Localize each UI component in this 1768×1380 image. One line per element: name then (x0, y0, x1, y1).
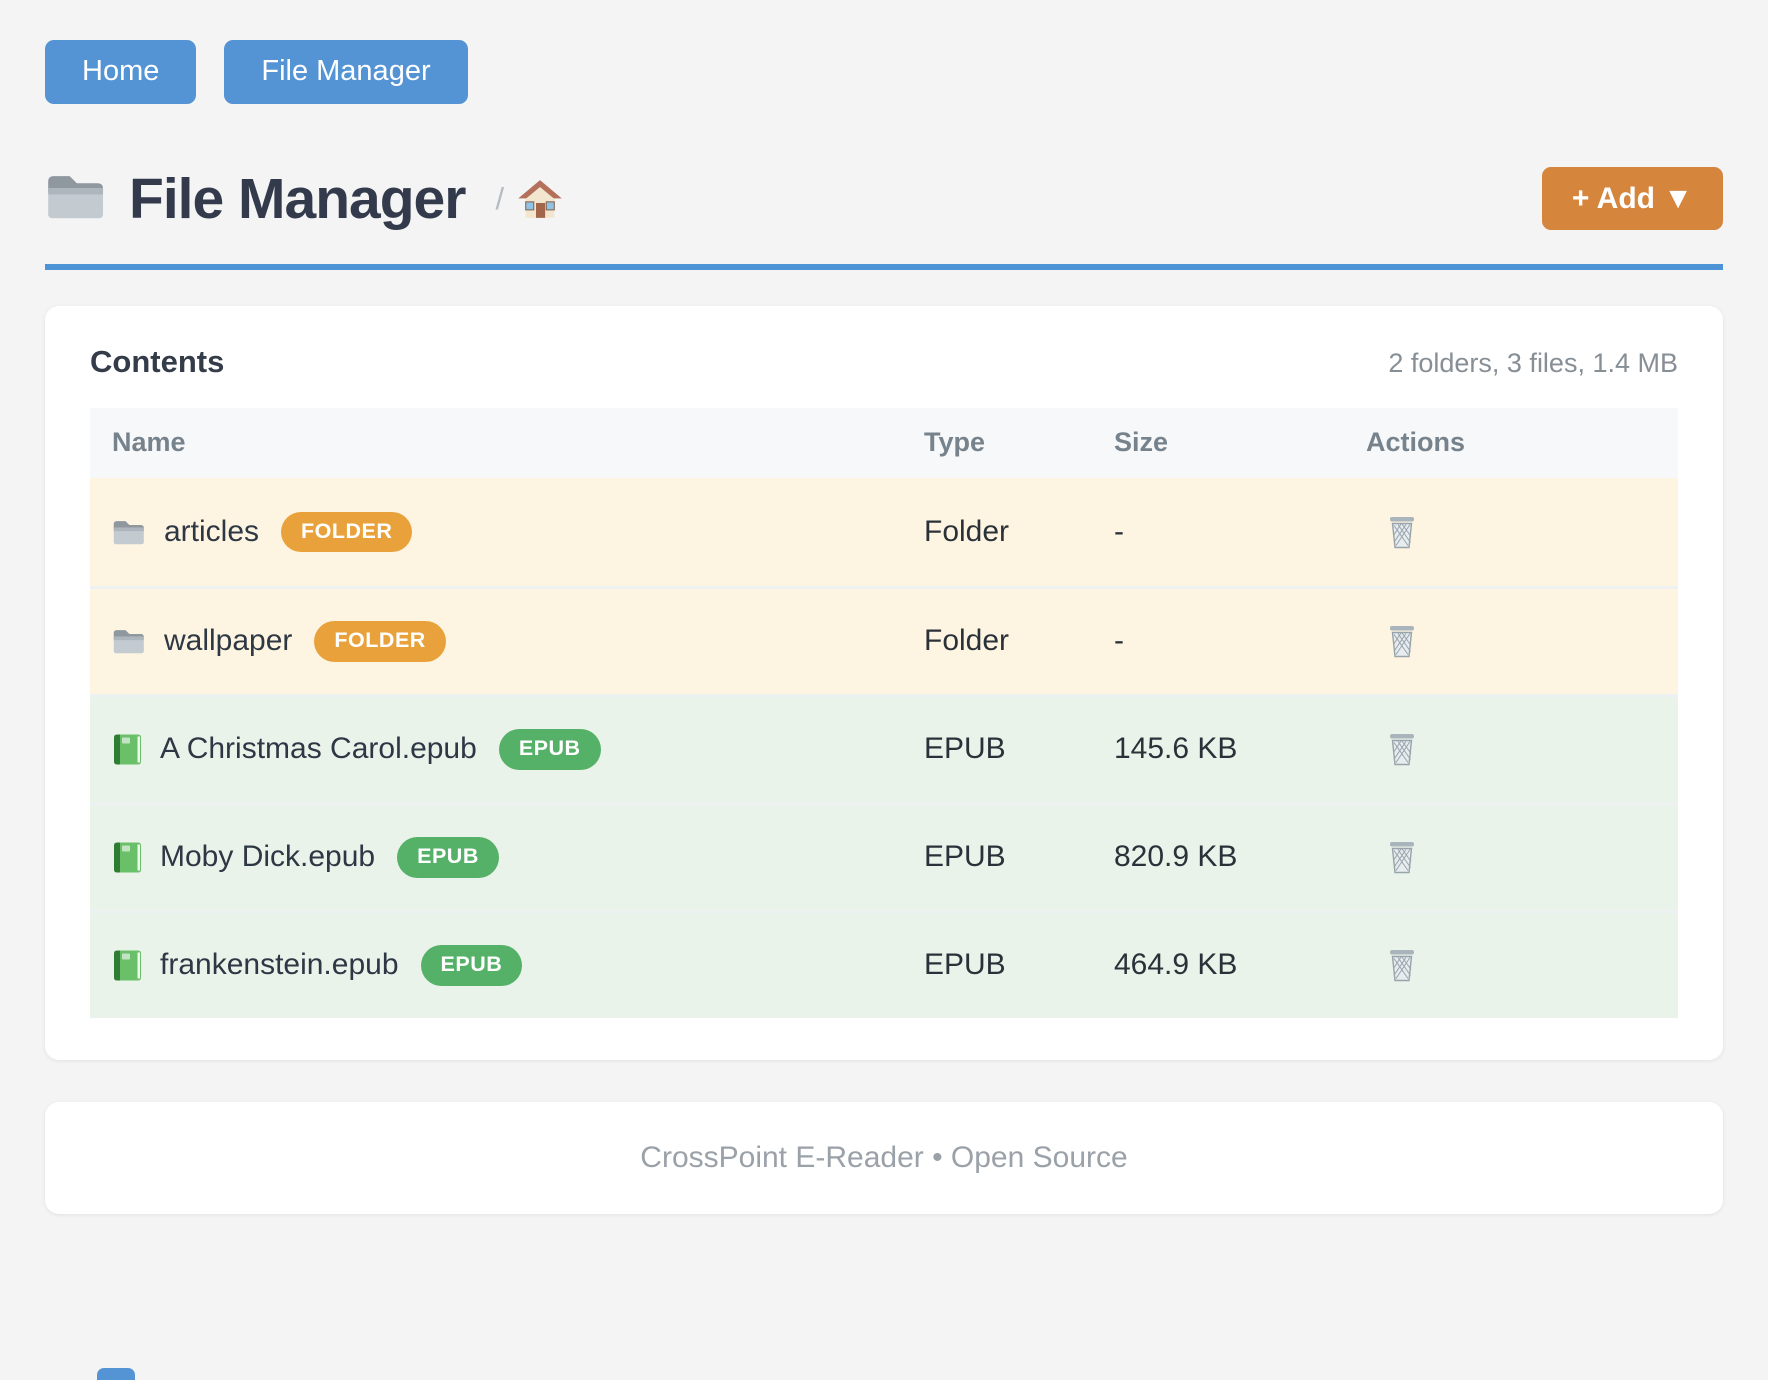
file-name[interactable]: wallpaper (164, 624, 293, 658)
file-manager-button[interactable]: File Manager (224, 40, 468, 104)
trash-icon (1386, 623, 1418, 659)
column-header-type: Type (924, 427, 986, 458)
file-type: EPUB (924, 840, 1006, 874)
folder-icon (45, 170, 107, 227)
file-size: 820.9 KB (1114, 840, 1238, 874)
file-type: Folder (924, 514, 1010, 548)
delete-button[interactable] (1386, 514, 1418, 550)
folder-icon (112, 627, 146, 655)
column-header-name: Name (112, 427, 186, 458)
delete-button[interactable] (1386, 839, 1418, 875)
file-name[interactable]: A Christmas Carol.epub (160, 732, 477, 766)
home-button[interactable]: Home (45, 40, 197, 104)
file-table: Name Type Size Actions articles FOLDER F… (90, 407, 1678, 1018)
green-book-icon (112, 733, 142, 766)
contents-summary: 2 folders, 3 files, 1.4 MB (1388, 347, 1678, 378)
column-header-size: Size (1114, 427, 1169, 458)
table-row-wallpaper[interactable]: wallpaper FOLDER Folder - (90, 585, 1678, 694)
breadcrumb-home-link[interactable] (518, 179, 563, 219)
table-row-moby-dick[interactable]: Moby Dick.epub EPUB EPUB 820.9 KB (90, 801, 1678, 910)
trash-icon (1386, 947, 1418, 983)
contents-card: Contents 2 folders, 3 files, 1.4 MB Name… (45, 305, 1723, 1060)
page-title: File Manager (129, 166, 466, 231)
top-nav: Home File Manager (45, 40, 1723, 104)
trash-icon (1386, 731, 1418, 767)
green-book-icon (112, 949, 142, 982)
cutoff-button[interactable] (97, 1368, 135, 1380)
delete-button[interactable] (1386, 947, 1418, 983)
file-name[interactable]: frankenstein.epub (160, 948, 399, 982)
header-divider (45, 263, 1723, 270)
contents-card-header: Contents 2 folders, 3 files, 1.4 MB (90, 344, 1678, 380)
page-header: File Manager / + Add ▼ (45, 166, 1723, 232)
table-row-articles[interactable]: articles FOLDER Folder - (90, 477, 1678, 586)
house-icon (518, 179, 563, 219)
file-size: - (1114, 514, 1124, 548)
file-manager-page: Home File Manager File Manager / + Add ▼… (45, 40, 1723, 1214)
epub-badge: EPUB (498, 729, 601, 770)
file-type: Folder (924, 624, 1010, 658)
footer-text: CrossPoint E-Reader • Open Source (640, 1140, 1128, 1174)
trash-icon (1386, 514, 1418, 550)
table-row-christmas-carol[interactable]: A Christmas Carol.epub EPUB EPUB 145.6 K… (90, 693, 1678, 802)
file-type: EPUB (924, 948, 1006, 982)
file-size: 145.6 KB (1114, 732, 1238, 766)
delete-button[interactable] (1386, 731, 1418, 767)
file-name[interactable]: articles (164, 514, 260, 548)
trash-icon (1386, 839, 1418, 875)
file-name[interactable]: Moby Dick.epub (160, 840, 376, 874)
file-size: - (1114, 624, 1124, 658)
footer-card: CrossPoint E-Reader • Open Source (45, 1101, 1723, 1214)
folder-badge: FOLDER (314, 621, 446, 662)
table-header-row: Name Type Size Actions (90, 407, 1678, 478)
folder-badge: FOLDER (281, 511, 413, 553)
delete-button[interactable] (1386, 623, 1418, 659)
epub-badge: EPUB (397, 837, 499, 878)
contents-heading: Contents (90, 343, 225, 379)
green-book-icon (112, 841, 142, 874)
folder-icon (112, 518, 146, 546)
breadcrumb-separator: / (495, 180, 505, 216)
column-header-actions: Actions (1366, 427, 1466, 458)
add-button[interactable]: + Add ▼ (1541, 167, 1723, 231)
file-type: EPUB (924, 732, 1006, 766)
table-row-frankenstein[interactable]: frankenstein.epub EPUB EPUB 464.9 KB (90, 909, 1678, 1018)
epub-badge: EPUB (420, 945, 523, 986)
file-size: 464.9 KB (1114, 948, 1238, 982)
